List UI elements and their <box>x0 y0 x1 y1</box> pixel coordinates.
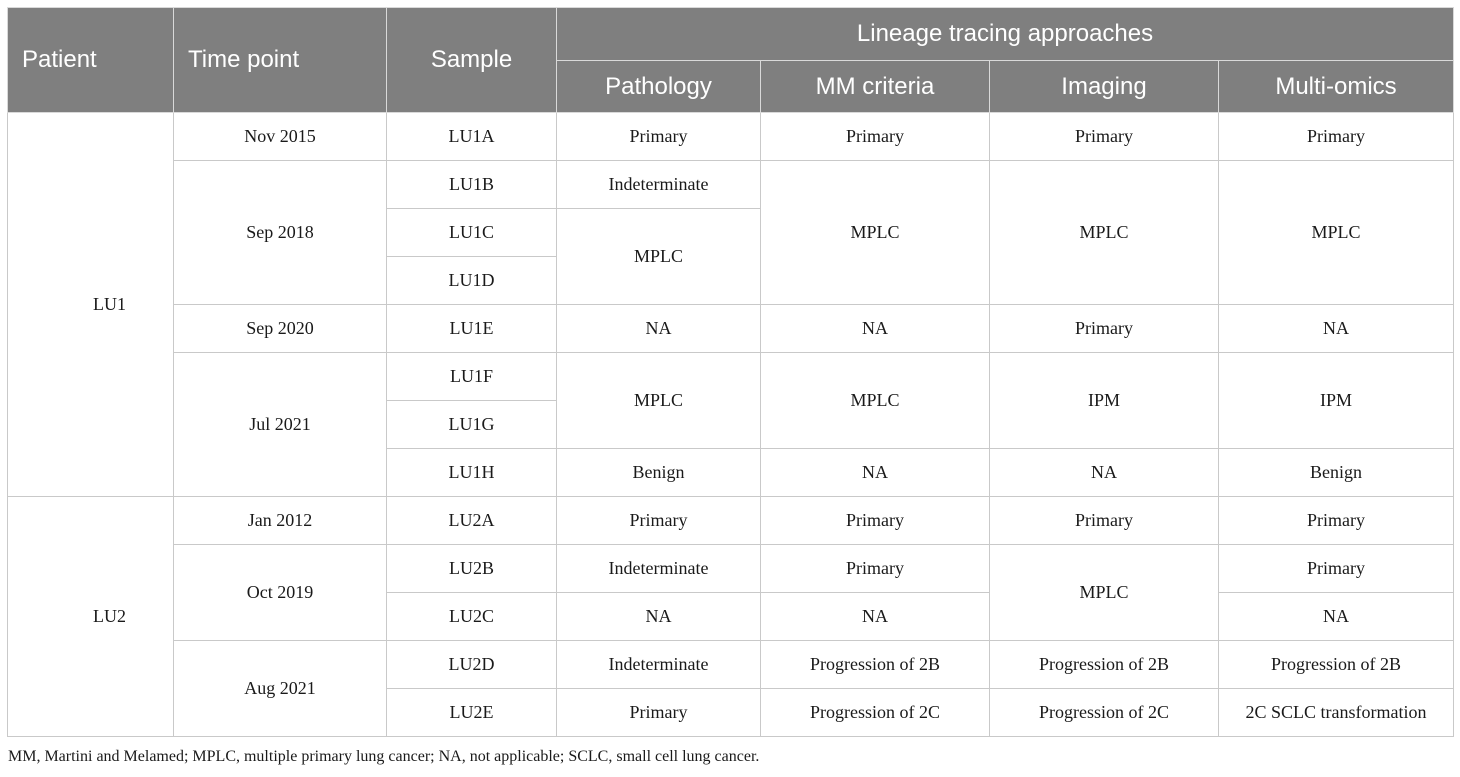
multi-omics-cell: NA <box>1217 304 1455 353</box>
time-point-cell: Sep 2020 <box>173 304 387 353</box>
pathology-cell: Indeterminate <box>556 640 761 689</box>
table-row: Oct 2019 LU2B Indeterminate Primary MPLC… <box>8 544 1455 641</box>
multi-omics-cell: Benign <box>1217 448 1455 497</box>
mm-criteria-cell: MPLC <box>760 160 990 305</box>
time-point-cell: Nov 2015 <box>173 112 387 161</box>
time-point-cell: Jul 2021 <box>173 352 387 497</box>
lineage-tracing-table: Patient Time point Sample Lineage tracin… <box>7 7 1455 737</box>
header-lineage-tracing-approaches: Lineage tracing approaches <box>555 7 1455 61</box>
table-row: LU2E Primary Progression of 2C Progressi… <box>8 688 1455 737</box>
sample-cell: LU1A <box>386 112 557 161</box>
sample-cell: LU2C <box>386 592 557 641</box>
pathology-cell: Indeterminate <box>556 160 761 209</box>
header-mm-criteria: MM criteria <box>760 60 990 113</box>
header-time-point: Time point <box>173 7 387 113</box>
multi-omics-cell: MPLC <box>1217 160 1455 305</box>
table-row: LU2C NA NA NA <box>8 592 1455 641</box>
imaging-cell: Primary <box>989 496 1219 545</box>
mm-criteria-cell: MPLC <box>760 352 990 449</box>
table-row: Jul 2021 LU1F MPLC MPLC IPM IPM <box>8 352 1455 497</box>
imaging-cell: NA <box>989 448 1219 497</box>
table-row: LU1C MPLC <box>8 208 1454 305</box>
time-point-cell: Oct 2019 <box>173 544 387 641</box>
table-row: LU1G <box>8 400 1454 449</box>
sample-cell: LU1C <box>386 208 557 257</box>
mm-criteria-cell: Primary <box>760 496 990 545</box>
imaging-cell: MPLC <box>989 160 1219 305</box>
pathology-cell: Primary <box>556 688 761 737</box>
patient-cell: LU2 <box>7 496 174 737</box>
multi-omics-cell: Primary <box>1217 496 1455 545</box>
sample-cell: LU1D <box>386 256 557 305</box>
table-container: Patient Time point Sample Lineage tracin… <box>7 7 1455 737</box>
patient-cell: LU1 <box>7 112 174 497</box>
pathology-cell: Primary <box>556 112 761 161</box>
time-point-cell: Aug 2021 <box>173 640 387 737</box>
pathology-cell: NA <box>556 304 761 353</box>
multi-omics-cell: Progression of 2B <box>1217 640 1455 689</box>
mm-criteria-cell: Primary <box>760 544 990 593</box>
mm-criteria-cell: NA <box>760 304 990 353</box>
imaging-cell: Progression of 2C <box>989 688 1219 737</box>
mm-criteria-cell: NA <box>760 448 990 497</box>
sample-cell: LU1G <box>386 400 557 449</box>
table-row: Sep 2020 LU1E NA NA Primary NA <box>8 304 1455 353</box>
mm-criteria-cell: Progression of 2B <box>760 640 990 689</box>
pathology-cell: Indeterminate <box>556 544 761 593</box>
mm-criteria-cell: NA <box>760 592 990 641</box>
header-pathology: Pathology <box>556 60 761 113</box>
time-point-cell: Jan 2012 <box>173 496 387 545</box>
sample-cell: LU1H <box>386 448 557 497</box>
sample-cell: LU2D <box>386 640 557 689</box>
multi-omics-cell: Primary <box>1217 544 1455 593</box>
multi-omics-cell: NA <box>1217 592 1455 641</box>
sample-cell: LU2E <box>386 688 557 737</box>
pathology-cell: Benign <box>556 448 761 497</box>
table-row: LU1H Benign NA NA Benign <box>8 448 1455 497</box>
imaging-cell: Primary <box>989 304 1219 353</box>
imaging-cell: MPLC <box>989 544 1219 641</box>
sample-cell: LU1E <box>386 304 557 353</box>
sample-cell: LU2B <box>386 544 557 593</box>
imaging-cell: IPM <box>989 352 1219 449</box>
multi-omics-cell: IPM <box>1217 352 1455 449</box>
table-row: Sep 2018 LU1B Indeterminate MPLC MPLC MP… <box>8 160 1455 305</box>
mm-criteria-cell: Primary <box>760 112 990 161</box>
sample-cell: LU1B <box>386 160 557 209</box>
time-point-cell: Sep 2018 <box>173 160 387 305</box>
multi-omics-cell: Primary <box>1217 112 1455 161</box>
header-multi-omics: Multi-omics <box>1217 60 1455 113</box>
header-patient: Patient <box>7 7 174 113</box>
imaging-cell: Progression of 2B <box>989 640 1219 689</box>
table-row: LU2 Jan 2012 LU2A Primary Primary Primar… <box>7 496 1455 737</box>
imaging-cell: Primary <box>989 112 1219 161</box>
header-sample: Sample <box>386 7 557 113</box>
pathology-cell: MPLC <box>556 352 761 449</box>
sample-cell: LU2A <box>386 496 557 545</box>
pathology-cell: Primary <box>556 496 761 545</box>
header-imaging: Imaging <box>989 60 1219 113</box>
sample-cell: LU1F <box>386 352 557 401</box>
mm-criteria-cell: Progression of 2C <box>760 688 990 737</box>
table-row: LU1 Nov 2015 LU1A Primary Primary Primar… <box>7 112 1455 497</box>
pathology-cell: MPLC <box>556 208 761 305</box>
table-row: Aug 2021 LU2D Indeterminate Progression … <box>8 640 1455 737</box>
pathology-cell: NA <box>556 592 761 641</box>
multi-omics-cell: 2C SCLC transformation <box>1217 688 1455 737</box>
table-footnote: MM, Martini and Melamed; MPLC, multiple … <box>8 748 760 765</box>
